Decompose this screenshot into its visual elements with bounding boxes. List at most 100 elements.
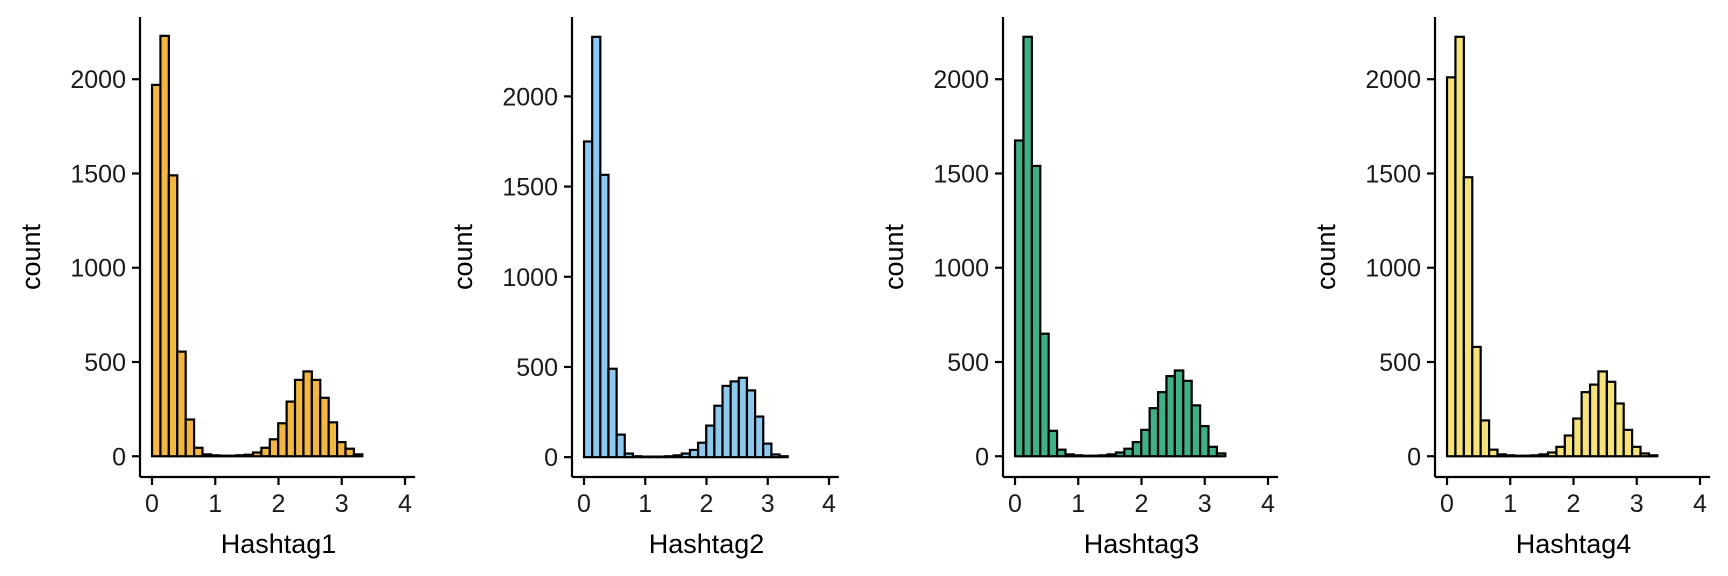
histogram-bar	[1479, 419, 1491, 458]
histogram-bar	[1081, 454, 1092, 458]
histogram-panel-3: 0 500 1000 1500 2000 0 1 2 3 4 Hashtag3 count	[879, 17, 1279, 559]
y-tick-label: 500	[516, 354, 558, 382]
histogram-bar	[631, 455, 643, 459]
histogram-bar	[201, 453, 213, 458]
histogram-bar	[344, 447, 356, 458]
histogram-bar	[1487, 448, 1499, 458]
histogram-bar	[639, 455, 651, 459]
histogram-panel-2: 0 500 1000 1500 2000 0 1 2 3 4 Hashtag2 count	[448, 17, 839, 559]
histogram-bar	[327, 421, 339, 458]
histogram-bar	[770, 453, 781, 459]
histogram-bar	[1173, 369, 1185, 458]
histogram-bar	[336, 441, 347, 458]
histogram-bar	[696, 441, 708, 459]
x-tick-label: 4	[822, 490, 836, 518]
histogram-bar	[1622, 428, 1634, 458]
histogram-bar	[1089, 454, 1101, 458]
histogram-bar	[184, 418, 196, 458]
histogram-bar	[1538, 453, 1550, 458]
histogram-bar	[1013, 139, 1025, 458]
x-tick-label: 0	[1440, 490, 1454, 518]
histogram-bar	[1072, 454, 1084, 458]
x-axis-title: Hashtag3	[1084, 529, 1200, 559]
x-tick-label: 1	[638, 490, 652, 518]
histogram-bar	[319, 396, 330, 458]
histogram-bar	[599, 173, 610, 459]
histogram-bar	[1445, 76, 1457, 458]
histogram-bar	[310, 378, 322, 458]
histogram-bar	[251, 451, 263, 458]
x-tick-label: 0	[145, 490, 159, 518]
y-tick-label: 1500	[502, 174, 558, 202]
y-tick-label: 500	[1379, 349, 1421, 377]
histogram-bar	[1055, 448, 1067, 458]
y-tick-label: 2000	[1365, 66, 1421, 94]
histogram-bar	[705, 424, 716, 459]
x-tick-label: 1	[1503, 490, 1517, 518]
histogram-bar	[1639, 452, 1651, 458]
histogram-bar	[1555, 445, 1566, 458]
histogram-bar	[729, 380, 740, 459]
histogram-bar	[218, 454, 229, 458]
histogram-bar	[1064, 453, 1076, 458]
x-axis-title: Hashtag2	[649, 529, 765, 559]
histogram-bar	[352, 453, 364, 458]
y-tick-label: 2000	[933, 66, 989, 94]
histogram-bar	[159, 34, 170, 458]
histogram-bar	[268, 438, 280, 458]
y-tick-label: 2000	[70, 66, 126, 94]
y-tick-label: 1000	[933, 255, 989, 283]
histogram-bar	[1580, 391, 1592, 458]
histogram-bar	[235, 454, 246, 458]
histogram-bar	[582, 140, 594, 459]
x-tick-label: 1	[208, 490, 222, 518]
histogram-bar	[1572, 417, 1583, 458]
histogram-bar	[277, 422, 288, 458]
histogram-bar	[623, 452, 635, 459]
histogram-bar	[1630, 445, 1642, 458]
x-tick-label: 3	[761, 490, 775, 518]
histogram-bar	[1106, 453, 1118, 458]
y-axis-title: count	[1311, 223, 1341, 290]
histogram-bar	[1131, 441, 1143, 458]
histogram-bar	[664, 455, 675, 459]
histogram-bar	[1207, 445, 1219, 458]
histogram-bar	[150, 83, 162, 458]
x-tick-label: 1	[1071, 490, 1085, 518]
x-tick-label: 3	[335, 490, 349, 518]
histogram-bar	[1123, 447, 1134, 458]
histogram-bar	[226, 454, 238, 458]
histogram-bar	[1114, 451, 1126, 458]
x-axis-title: Hashtag1	[221, 529, 337, 559]
histogram-bar	[1605, 380, 1617, 458]
histogram-bar	[778, 455, 789, 459]
histogram-bar	[1047, 429, 1059, 458]
x-axis-title: Hashtag4	[1516, 529, 1632, 559]
histogram-bar	[1165, 375, 1176, 458]
histogram-bar	[1513, 454, 1524, 458]
y-tick-label: 500	[84, 349, 126, 377]
histogram-bar	[591, 35, 602, 459]
histogram-bar	[1039, 332, 1050, 458]
histogram-bar	[1156, 391, 1168, 458]
histogram-bar	[285, 400, 297, 458]
histogram-bar	[1597, 370, 1608, 458]
histogram-bar	[656, 455, 667, 459]
histogram-bar	[688, 448, 700, 459]
histogram-bar	[1022, 35, 1033, 458]
y-tick-label: 0	[112, 443, 126, 471]
x-tick-label: 2	[700, 490, 714, 518]
histogram-bar	[1614, 402, 1625, 458]
histogram-bar	[672, 454, 683, 459]
x-tick-label: 3	[1198, 490, 1212, 518]
histogram-bar	[1496, 453, 1508, 458]
histogram-bar	[1148, 407, 1160, 458]
x-tick-label: 0	[577, 490, 591, 518]
x-tick-label: 3	[1630, 490, 1644, 518]
histogram-bar	[1098, 454, 1109, 458]
histogram-bar	[753, 415, 765, 459]
y-tick-label: 1000	[70, 255, 126, 283]
y-tick-label: 0	[544, 444, 558, 472]
histogram-bar	[1521, 454, 1533, 458]
